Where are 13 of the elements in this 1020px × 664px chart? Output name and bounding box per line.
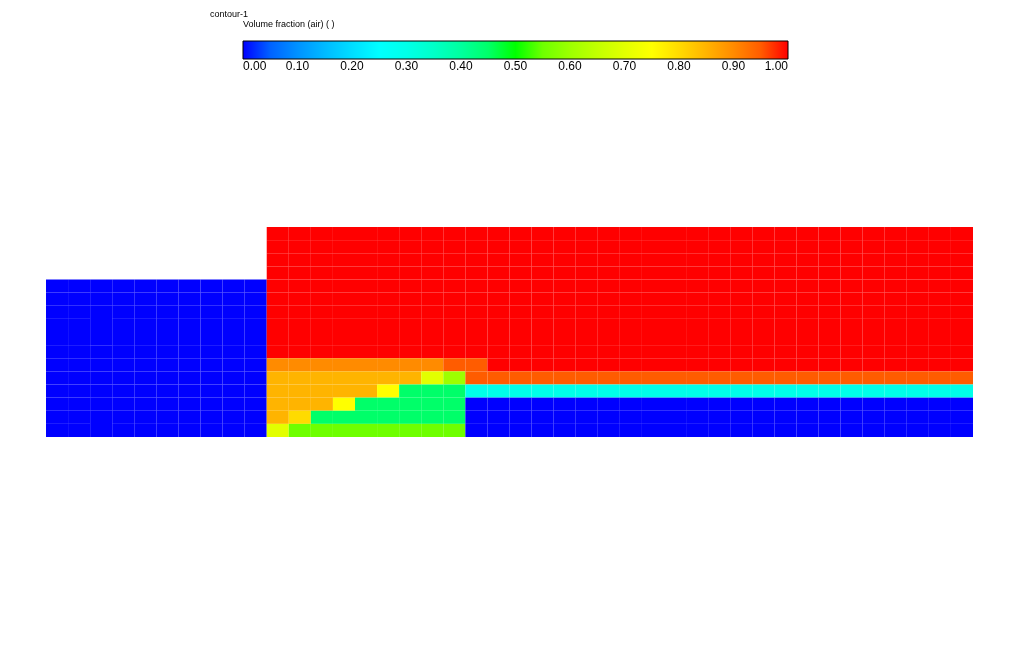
color-bar-label: 1.00 [764,59,789,73]
color-bar-label: 0.20 [340,59,364,73]
color-bar-label: 0.30 [394,59,419,73]
chart-title: contour-1 [210,9,249,19]
color-bar-label: 0.80 [667,59,691,73]
color-bar-label: 0.40 [449,59,473,73]
color-bar-label: 0.70 [612,59,637,73]
color-bar-label: 0.10 [285,59,310,73]
color-bar-title: Volume fraction (air) ( ) [243,19,335,29]
color-bar-label: 0.00 [243,59,267,73]
color-bar-label: 0.50 [503,59,528,73]
color-bar-label: 0.90 [721,59,746,73]
color-bar-label: 0.60 [558,59,582,73]
